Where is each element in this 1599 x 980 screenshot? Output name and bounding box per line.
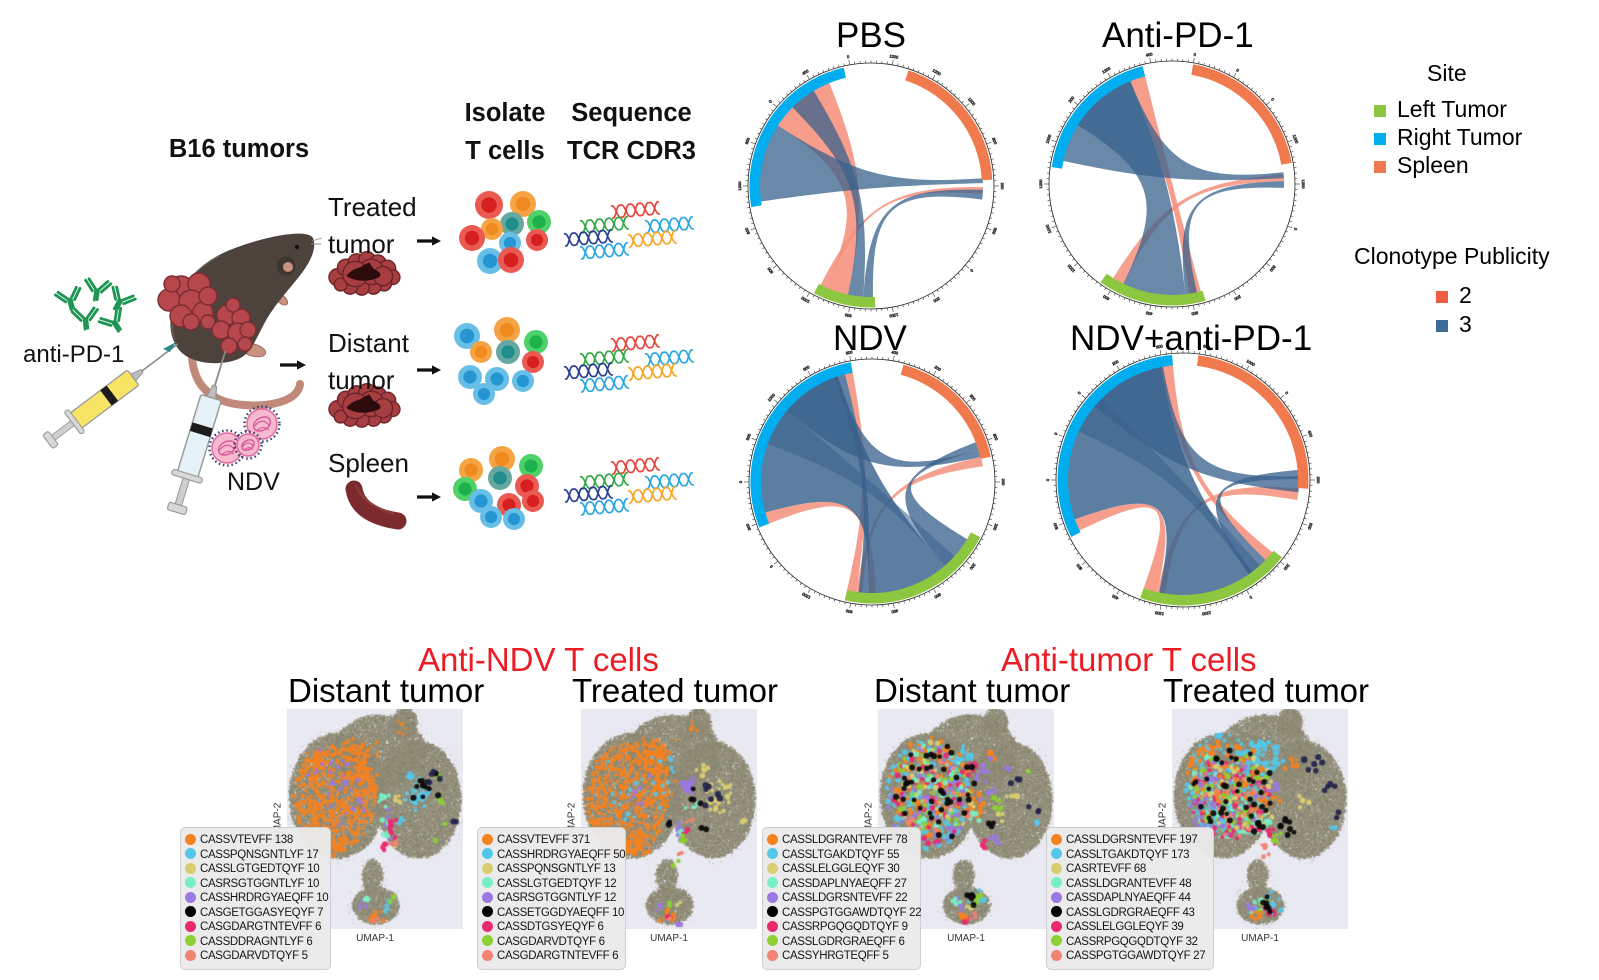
svg-text:0: 0 (768, 98, 774, 104)
svg-text:200: 200 (1001, 479, 1006, 486)
svg-text:800: 800 (1075, 562, 1084, 571)
svg-text:800: 800 (745, 432, 752, 441)
svg-text:1000: 1000 (799, 295, 810, 304)
svg-text:600: 600 (1203, 343, 1211, 349)
svg-text:0: 0 (1236, 67, 1241, 73)
svg-text:800: 800 (991, 137, 998, 146)
svg-text:400: 400 (890, 608, 898, 614)
svg-text:600: 600 (845, 608, 853, 614)
svg-text:0: 0 (1284, 390, 1290, 396)
svg-text:600: 600 (744, 136, 751, 145)
svg-text:0: 0 (1077, 390, 1083, 396)
svg-text:200: 200 (1316, 477, 1321, 484)
svg-text:800: 800 (969, 393, 978, 402)
svg-text:1200: 1200 (1292, 134, 1300, 145)
svg-text:400: 400 (1101, 294, 1110, 302)
svg-text:400: 400 (891, 349, 899, 355)
svg-text:0: 0 (1193, 52, 1197, 57)
svg-text:800: 800 (1268, 264, 1277, 273)
svg-text:1200: 1200 (888, 312, 898, 319)
svg-text:1200: 1200 (932, 68, 943, 77)
svg-text:1000: 1000 (766, 392, 776, 403)
svg-text:200: 200 (968, 562, 977, 571)
svg-text:800: 800 (845, 349, 853, 355)
svg-text:0: 0 (1053, 431, 1059, 436)
svg-text:200: 200 (934, 364, 943, 372)
svg-text:800: 800 (745, 522, 752, 531)
svg-text:200: 200 (1233, 294, 1242, 302)
svg-text:0: 0 (1045, 478, 1050, 481)
svg-text:1000: 1000 (1044, 223, 1052, 234)
svg-text:200: 200 (1000, 183, 1005, 190)
svg-text:200: 200 (932, 296, 941, 304)
svg-text:800: 800 (1190, 310, 1198, 316)
svg-text:200: 200 (992, 523, 999, 532)
svg-text:400: 400 (1145, 51, 1153, 57)
svg-text:1200: 1200 (1066, 263, 1076, 274)
svg-text:1000: 1000 (1246, 358, 1257, 367)
svg-text:400: 400 (1145, 310, 1153, 316)
svg-text:0: 0 (847, 54, 851, 59)
svg-text:0: 0 (1293, 227, 1299, 232)
svg-text:0: 0 (738, 480, 743, 483)
svg-text:400: 400 (801, 68, 810, 76)
svg-text:400: 400 (1110, 593, 1119, 601)
svg-text:1200: 1200 (1038, 179, 1043, 189)
svg-text:800: 800 (933, 592, 942, 600)
svg-text:200: 200 (1067, 95, 1076, 104)
svg-text:1200: 1200 (800, 591, 811, 600)
svg-text:600: 600 (1052, 522, 1059, 531)
svg-text:1200: 1200 (967, 96, 977, 107)
svg-text:800: 800 (1307, 522, 1314, 531)
svg-text:1200: 1200 (1301, 180, 1306, 190)
svg-text:600: 600 (991, 227, 998, 236)
svg-text:0: 0 (1270, 97, 1276, 103)
svg-text:1200: 1200 (889, 53, 899, 60)
svg-text:200: 200 (1111, 358, 1120, 366)
svg-text:1200: 1200 (1154, 610, 1164, 617)
svg-text:1000: 1000 (1045, 133, 1053, 144)
svg-text:600: 600 (802, 364, 811, 372)
svg-text:0: 0 (768, 564, 774, 570)
svg-text:600: 600 (1156, 343, 1164, 349)
svg-text:1200: 1200 (737, 181, 742, 191)
svg-text:600: 600 (744, 226, 751, 235)
svg-text:600: 600 (766, 266, 775, 275)
svg-text:1200: 1200 (1201, 610, 1211, 617)
svg-text:600: 600 (844, 312, 852, 318)
svg-text:0: 0 (969, 268, 975, 274)
svg-text:1200: 1200 (1101, 65, 1112, 74)
svg-text:200: 200 (1282, 563, 1291, 572)
svg-text:400: 400 (1307, 430, 1314, 439)
svg-text:800: 800 (992, 433, 999, 442)
svg-text:0: 0 (1248, 595, 1253, 601)
